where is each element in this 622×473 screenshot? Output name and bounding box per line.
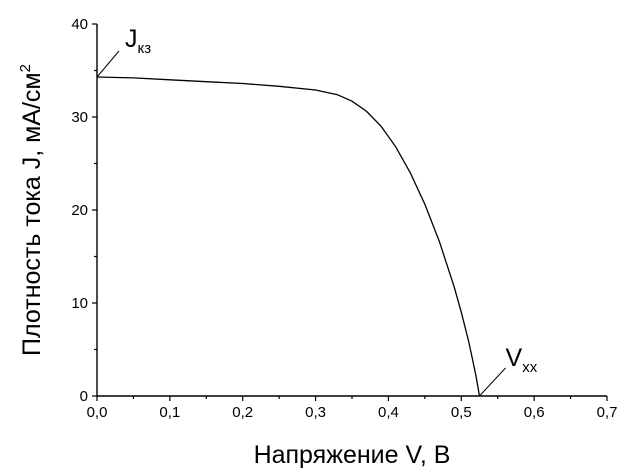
- x-tick-label: 0,1: [159, 404, 180, 421]
- x-tick-label: 0,4: [378, 404, 399, 421]
- annotation-jsc-main: J: [125, 25, 138, 53]
- y-axis-title-main: Плотность тока J, мА/см: [18, 72, 46, 356]
- x-tick-label: 0,6: [524, 404, 545, 421]
- x-axis-title: Напряжение V, В: [254, 441, 451, 469]
- y-tick-label: 40: [71, 16, 88, 33]
- y-axis-title: Плотность тока J, мА/см2: [17, 64, 46, 356]
- y-ticks: 0 10 20 30 40: [71, 16, 97, 405]
- annotation-voc-leader: [479, 367, 506, 397]
- y-tick-label: 10: [71, 295, 88, 312]
- x-ticks: 0,0 0,1 0,2 0,3 0,4 0,5 0,6 0,7: [87, 396, 618, 421]
- annotation-jsc: Jкз: [96, 25, 151, 78]
- x-tick-label: 0,0: [87, 404, 108, 421]
- annotation-jsc-label: Jкз: [125, 25, 151, 57]
- jv-curve: [96, 76, 481, 397]
- y-tick-label: 0: [80, 388, 88, 405]
- y-axis-title-sup: 2: [17, 64, 34, 72]
- annotation-voc: Vхх: [479, 344, 538, 397]
- annotation-voc-sub: хх: [522, 359, 538, 376]
- x-tick-label: 0,5: [451, 404, 472, 421]
- y-tick-label: 30: [71, 109, 88, 126]
- x-tick-label: 0,2: [232, 404, 253, 421]
- annotation-jsc-sub: кз: [138, 40, 152, 57]
- annotation-voc-main: V: [506, 344, 523, 372]
- annotation-jsc-leader: [96, 50, 120, 78]
- annotation-voc-label: Vхх: [506, 344, 538, 376]
- y-tick-label: 20: [71, 202, 88, 219]
- x-tick-label: 0,7: [597, 404, 618, 421]
- x-tick-label: 0,3: [305, 404, 326, 421]
